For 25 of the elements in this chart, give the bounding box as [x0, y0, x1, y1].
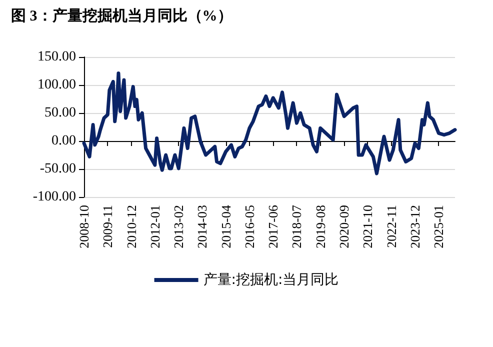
line-series: [82, 71, 457, 176]
chart-title: 图 3：产量挖掘机当月同比（%）: [11, 8, 232, 24]
y-tick-label: 50.00: [44, 106, 76, 120]
y-tick-label: 0.00: [52, 134, 76, 148]
legend-label: 产量:挖掘机:当月同比: [203, 272, 339, 288]
x-tick-label: 2017-06: [266, 204, 281, 248]
y-tick-label: -50.00: [40, 162, 76, 176]
y-tick-label: -100.00: [32, 190, 76, 204]
x-tick-label: 2021-10: [360, 205, 376, 248]
y-tick-label: 100.00: [38, 78, 76, 92]
x-tick-label: 2018-07: [289, 204, 304, 248]
x-tick-label: 2025-01: [431, 205, 446, 248]
x-tick-label: 2022-11: [384, 205, 399, 248]
x-tick-label: 2019-08: [312, 205, 328, 248]
x-tick-label: 2014-03: [194, 205, 210, 248]
x-tick-label: 2015-04: [218, 204, 234, 248]
x-tick-label: 2020-09: [336, 205, 352, 248]
y-tick-label: 150.00: [38, 50, 76, 64]
x-tick-label: 2023-12: [407, 205, 422, 248]
x-tick-label: 2013-02: [171, 205, 186, 248]
x-tick-label: 2016-05: [242, 205, 257, 248]
x-tick-label: 2008-10: [76, 205, 92, 248]
x-tick-label: 2012-01: [147, 205, 162, 248]
x-tick-label: 2010-12: [124, 205, 139, 248]
x-tick-label: 2009-11: [100, 205, 116, 248]
